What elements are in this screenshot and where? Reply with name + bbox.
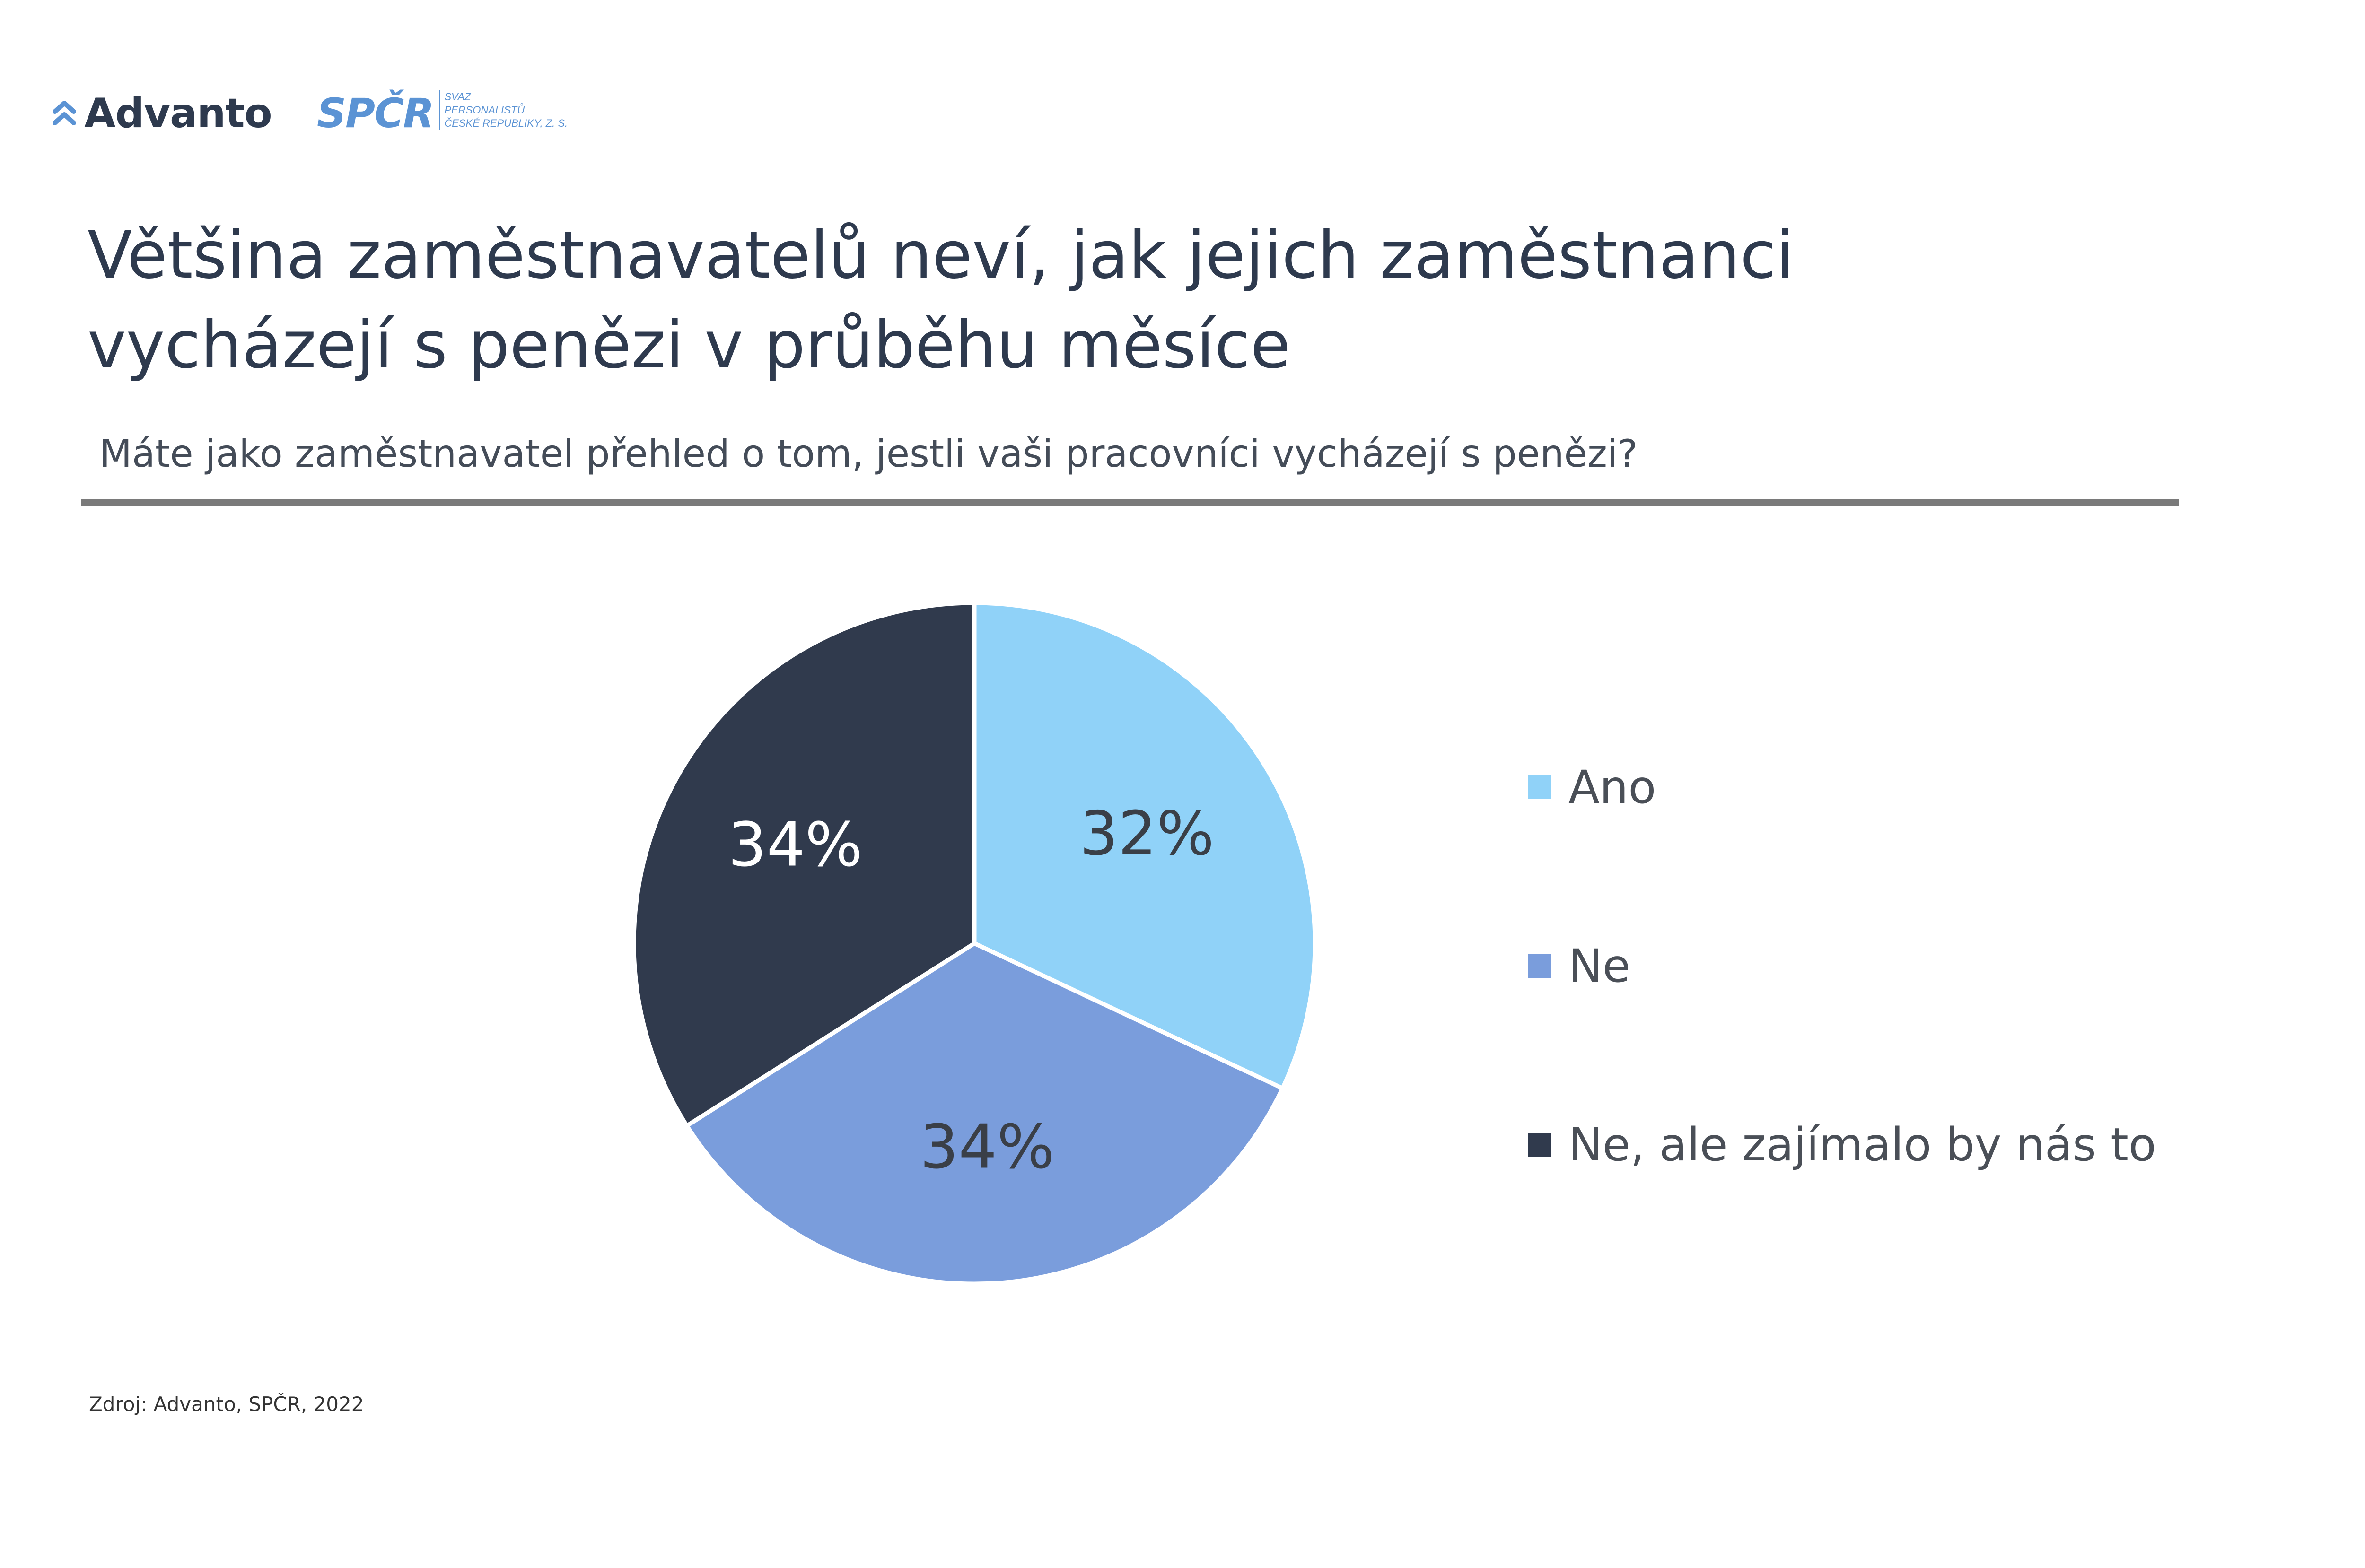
advanto-logo-text: Advanto bbox=[84, 90, 272, 137]
legend-swatch bbox=[1528, 954, 1551, 978]
pie-slice-label-2: 34% bbox=[920, 1112, 1055, 1183]
spcr-logo-sub-line: PERSONALISTŮ bbox=[444, 104, 525, 116]
pie-slice-1 bbox=[972, 601, 1317, 1091]
pie-slice-label-3: 34% bbox=[728, 810, 863, 880]
pie-slice-3 bbox=[631, 601, 977, 1128]
page-title-line: vycházejí s penězi v průběhu měsíce bbox=[88, 307, 1291, 383]
spcr-logo-sub-line: ČESKÉ REPUBLIKY, Z. S. bbox=[444, 117, 568, 129]
legend-swatch bbox=[1528, 1133, 1551, 1157]
spcr-logo: SPČR SVAZ PERSONALISTŮ ČESKÉ REPUBLIKY, … bbox=[317, 87, 568, 139]
spcr-logo-subtitle: SVAZ PERSONALISTŮ ČESKÉ REPUBLIKY, Z. S. bbox=[439, 90, 568, 130]
legend-label: Ano bbox=[1568, 761, 1656, 814]
legend-label: Ne bbox=[1568, 940, 1630, 993]
legend-label: Ne, ale zajímalo by nás to bbox=[1568, 1118, 2156, 1171]
chart-question: Máte jako zaměstnavatel přehled o tom, j… bbox=[99, 432, 1638, 476]
legend-item-2: Ne bbox=[1528, 938, 1630, 994]
legend-item-3: Ne, ale zajímalo by nás to bbox=[1528, 1116, 2156, 1173]
advanto-logo: Advanto bbox=[52, 85, 272, 142]
spcr-logo-letters: SPČR bbox=[317, 90, 434, 137]
legend-swatch bbox=[1528, 775, 1551, 799]
advanto-chevron-icon bbox=[53, 101, 76, 125]
pie-slice-label-1: 32% bbox=[1079, 799, 1214, 869]
divider bbox=[81, 499, 2179, 506]
page-title: Většina zaměstnavatelů neví, jak jejich … bbox=[88, 210, 2121, 390]
page-title-line: Většina zaměstnavatelů neví, jak jejich … bbox=[88, 217, 1795, 293]
spcr-logo-sub-line: SVAZ bbox=[444, 91, 471, 103]
pie-slice-2 bbox=[684, 941, 1285, 1286]
source-note: Zdroj: Advanto, SPČR, 2022 bbox=[89, 1393, 364, 1416]
legend-item-1: Ano bbox=[1528, 759, 1656, 816]
